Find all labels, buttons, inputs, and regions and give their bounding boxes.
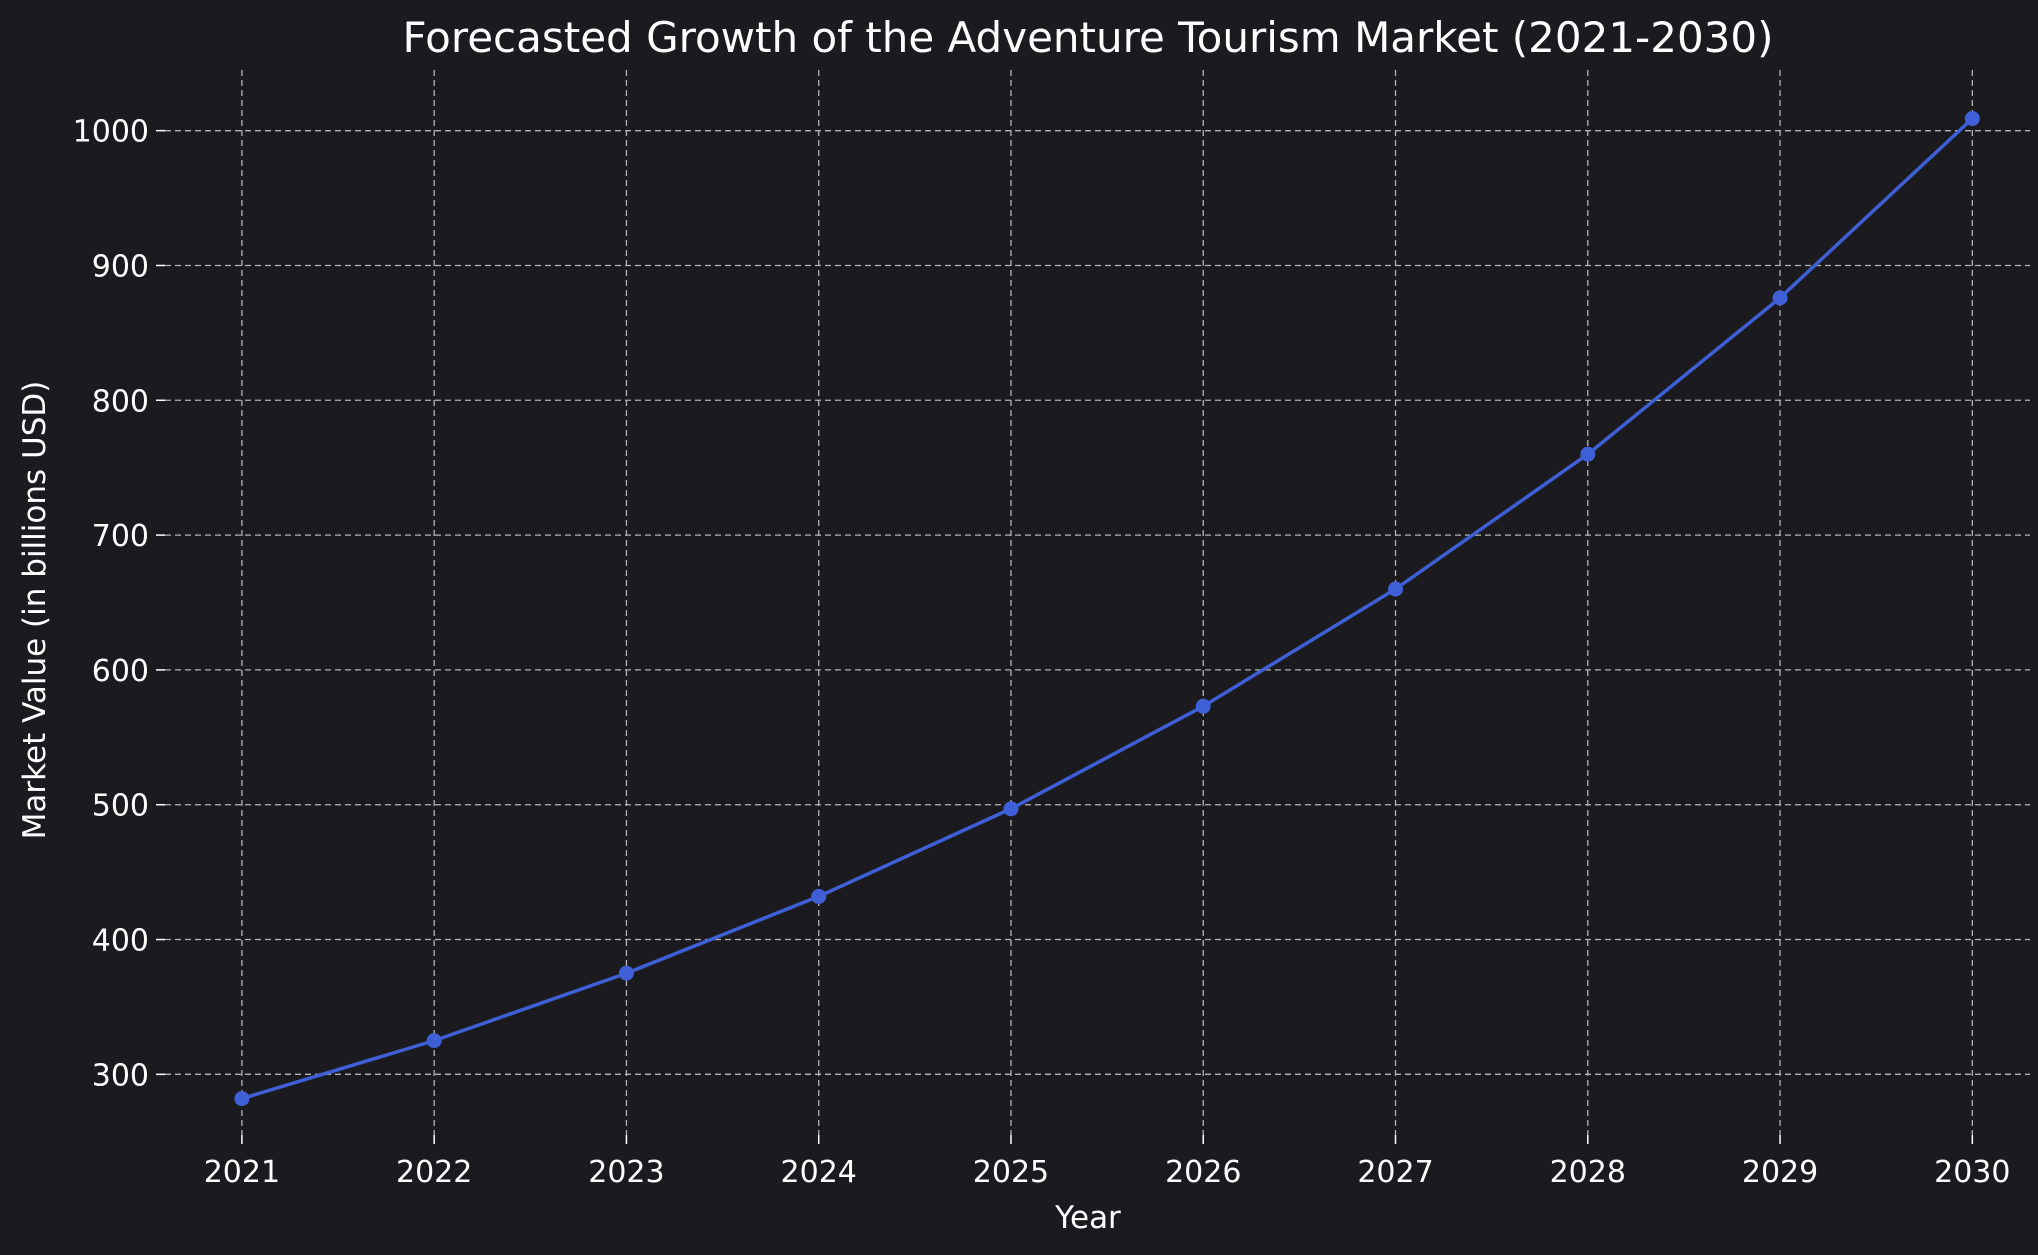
x-tick-label: 2023 [588,1155,664,1190]
x-tick-label: 2025 [973,1155,1049,1190]
data-point [811,888,827,904]
x-tick-label: 2030 [1934,1155,2010,1190]
data-point [1580,446,1596,462]
x-tick-label: 2028 [1550,1155,1626,1190]
series-group [234,111,1980,1107]
data-point [1195,698,1211,714]
y-tick-label: 900 [92,249,149,284]
data-point [1964,111,1980,127]
x-tick-label: 2024 [781,1155,857,1190]
x-tick-label: 2027 [1357,1155,1433,1190]
data-point [618,965,634,981]
y-tick-label: 300 [92,1058,149,1093]
data-point [1003,801,1019,817]
grid [165,70,2030,1135]
x-tick-label: 2029 [1742,1155,1818,1190]
y-axis-ticks: 300 400 500 600 700 800 900 1000 [73,115,165,1093]
y-tick-label: 400 [92,924,149,959]
y-tick-label: 600 [92,654,149,689]
y-tick-label: 700 [92,519,149,554]
x-axis-ticks: 2021 2022 2023 2024 2025 2026 2027 2028 2029 2030 [204,1135,2010,1190]
data-point [1772,290,1788,306]
x-tick-label: 2022 [396,1155,472,1190]
y-tick-label: 500 [92,789,149,824]
y-tick-label: 1000 [73,115,149,150]
y-tick-label: 800 [92,384,149,419]
series-line [241,117,1974,1101]
x-tick-label: 2026 [1165,1155,1241,1190]
chart-title: Forecasted Growth of the Adventure Touri… [403,13,1774,62]
data-point [426,1033,442,1049]
data-point [234,1091,250,1107]
x-axis-label: Year [1054,1200,1121,1236]
data-point [1388,581,1404,597]
y-axis-label: Market Value (in billions USD) [17,381,53,840]
x-tick-label: 2021 [204,1155,280,1190]
